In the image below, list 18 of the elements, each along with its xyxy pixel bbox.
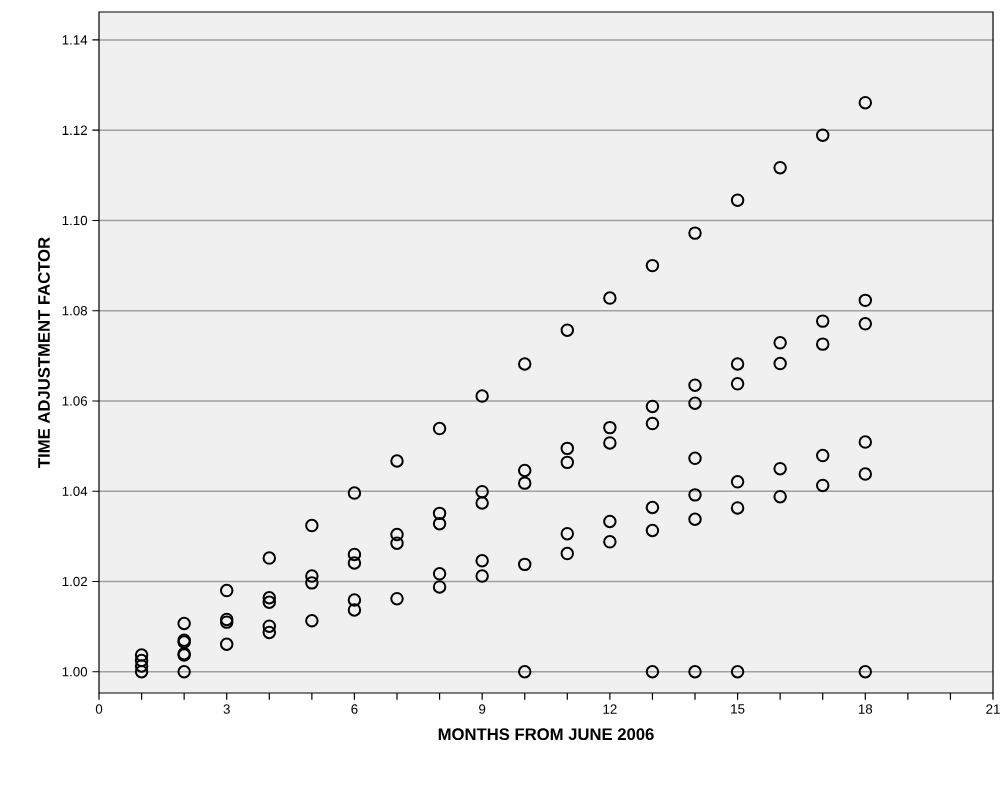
y-tick-label: 1.08 [62, 306, 88, 316]
y-tick-label: 1.12 [62, 125, 87, 135]
y-axis-title: TIME ADJUSTMENT FACTOR [38, 237, 50, 468]
y-tick-label: 1.14 [62, 35, 88, 45]
y-tick-label: 1.06 [62, 396, 88, 406]
y-tick-label: 1.02 [62, 576, 87, 587]
x-tick-label: 18 [858, 704, 873, 714]
x-tick-label: 9 [479, 704, 486, 714]
x-tick-label: 6 [351, 704, 358, 714]
y-tick-label: 1.00 [62, 667, 88, 677]
y-tick-label: 1.04 [62, 486, 88, 496]
x-tick-label: 15 [731, 704, 745, 714]
x-tick-label: 3 [223, 704, 230, 714]
x-axis-title: MONTHS FROM JUNE 2006 [438, 728, 654, 741]
x-tick-label: 12 [603, 704, 617, 714]
x-tick-label: 21 [986, 704, 1000, 714]
x-tick-label: 0 [95, 704, 103, 714]
y-tick-label: 1.10 [62, 215, 88, 226]
